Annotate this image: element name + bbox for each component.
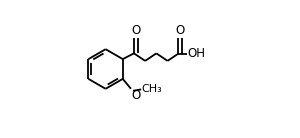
Text: OH: OH [188,47,206,60]
Text: O: O [131,24,140,37]
Text: O: O [131,89,140,102]
Text: O: O [176,24,184,37]
Text: CH₃: CH₃ [142,84,162,94]
